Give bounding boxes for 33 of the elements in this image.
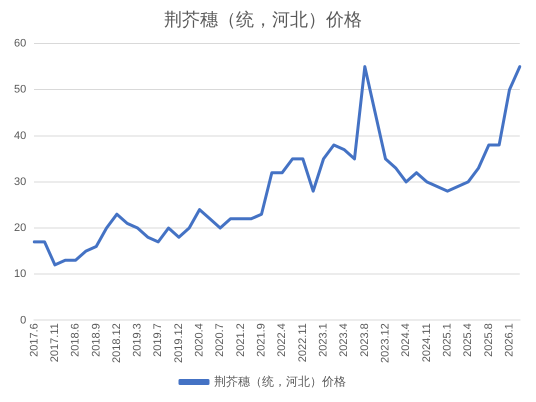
x-tick-label: 2024.4 (400, 323, 412, 357)
x-tick-label: 2025.1 (442, 323, 454, 357)
x-tick-label: 2020.7 (214, 323, 226, 357)
y-tick-label: 30 (14, 176, 26, 188)
x-tick-label: 2018.6 (70, 323, 82, 357)
x-tick-label: 2026.1 (504, 323, 516, 357)
x-tick-label: 2023.12 (380, 323, 392, 364)
x-tick-label: 2023.4 (338, 323, 350, 357)
y-tick-label: 60 (14, 38, 26, 50)
x-tick-label: 2022.4 (276, 323, 288, 357)
y-tick-label: 10 (14, 268, 26, 280)
x-tick-label: 2019.12 (172, 323, 185, 364)
x-tick-label: 2025.8 (482, 323, 495, 357)
x-tick-label: 2021.9 (256, 323, 268, 357)
x-tick-label: 2024.11 (420, 323, 433, 362)
x-tick-label: 2017.11 (48, 323, 61, 362)
chart-title: 荆芥穗（统，河北）价格 (164, 9, 362, 30)
x-tick-label: 2023.8 (358, 323, 371, 357)
x-tick-label: 2018.12 (110, 323, 123, 364)
y-tick-label: 40 (14, 130, 26, 142)
x-tick-label: 2020.4 (194, 323, 206, 357)
x-tick-label: 2023.1 (318, 323, 330, 357)
y-tick-label: 50 (14, 84, 26, 96)
x-tick-label: 2017.6 (28, 323, 40, 357)
legend-label: 荆芥穗（统，河北）价格 (214, 374, 346, 388)
x-tick-label: 2025.4 (462, 323, 474, 357)
x-tick-label: 2019.3 (132, 323, 144, 357)
x-tick-label: 2022.11 (296, 323, 309, 362)
y-tick-label: 20 (14, 222, 26, 234)
x-tick-label: 2021.2 (234, 323, 247, 357)
y-tick-label: 0 (20, 314, 26, 326)
x-tick-label: 2018.9 (90, 323, 102, 357)
x-tick-label: 2019.7 (152, 323, 164, 357)
